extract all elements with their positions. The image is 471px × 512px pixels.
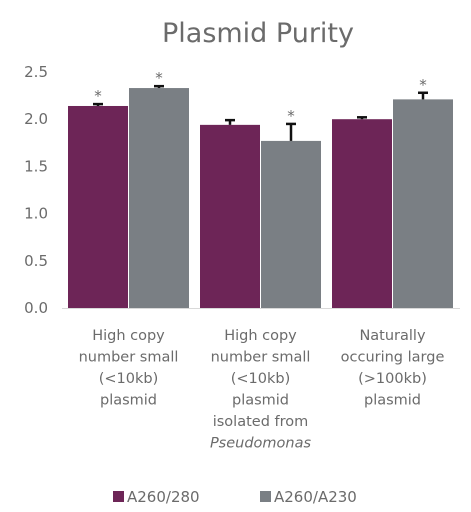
category-label-line: plasmid: [364, 393, 421, 409]
significance-star: *: [287, 107, 295, 125]
significance-star: *: [94, 87, 102, 105]
legend-swatch: [260, 491, 271, 502]
category-label-line: number small: [79, 350, 179, 366]
bar: [261, 140, 321, 308]
legend-label: A260/280: [127, 488, 200, 506]
legend: A260/280 A260/A230: [113, 488, 357, 506]
category-label-line: High copy: [224, 328, 297, 344]
significance-star: *: [155, 69, 163, 87]
y-tick-label: 0.5: [24, 252, 48, 270]
category-label-line: Pseudomonas: [210, 436, 312, 452]
legend-swatch: [113, 491, 124, 502]
significance-markers: * * * *: [94, 69, 427, 125]
y-tick-label: 0.0: [24, 299, 48, 317]
legend-label: A260/A230: [274, 488, 357, 506]
bar: [393, 99, 453, 308]
bar: [332, 119, 392, 308]
significance-star: *: [419, 76, 427, 94]
y-tick-label: 2.0: [24, 110, 48, 128]
category-label-line: High copy: [92, 328, 165, 344]
category-label-line: (>100kb): [358, 371, 427, 387]
error-bars: [93, 84, 428, 141]
bars: [68, 88, 453, 308]
chart-title: Plasmid Purity: [162, 18, 354, 49]
bar: [200, 124, 260, 308]
x-axis-categories: High copy number small (<10kb) plasmid High …: [79, 328, 445, 452]
y-tick-label: 1.0: [24, 205, 48, 223]
bar: [129, 88, 189, 308]
y-tick-label: 2.5: [24, 63, 48, 81]
y-axis-ticks: 0.0 0.5 1.0 1.5 2.0 2.5: [24, 63, 48, 317]
category-label-line: (<10kb): [99, 371, 159, 387]
category-label-line: plasmid: [100, 393, 157, 409]
category-label-line: (<10kb): [231, 371, 291, 387]
bar: [68, 105, 128, 308]
category-label-line: number small: [211, 350, 311, 366]
category-label-line: isolated from: [213, 414, 309, 430]
category-label-line: occuring large: [341, 350, 445, 366]
y-tick-label: 1.5: [24, 157, 48, 175]
category-label-line: Naturally: [359, 328, 426, 344]
category-label-line: plasmid: [232, 393, 289, 409]
